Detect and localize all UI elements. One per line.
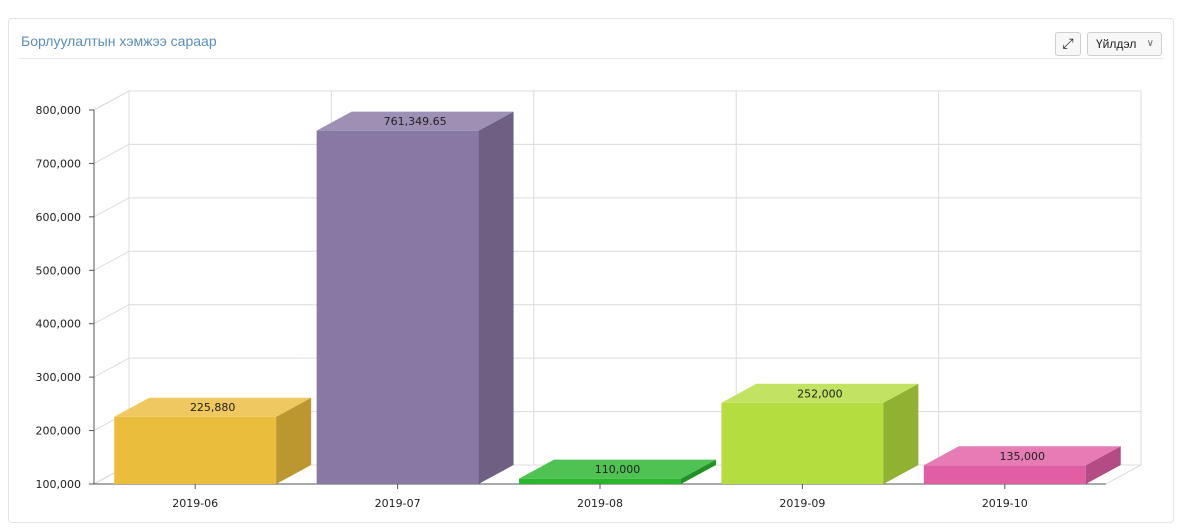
bar-side: [680, 459, 716, 484]
y-tick-label: 100,000: [36, 478, 82, 491]
x-tick-label: 2019-06: [172, 497, 218, 510]
bar-top: [316, 111, 514, 131]
expand-icon: ⤢: [1062, 36, 1074, 52]
bar-top: [721, 383, 919, 403]
bar-side: [883, 383, 919, 484]
gridline-depth: [93, 250, 130, 271]
y-tick-label: 200,000: [36, 425, 82, 438]
expand-button[interactable]: ⤢: [1055, 32, 1081, 56]
x-tick-label: 2019-08: [577, 497, 623, 510]
bar: [316, 111, 514, 484]
data-label: 110,000: [595, 463, 641, 476]
chevron-down-icon: ∨: [1146, 38, 1154, 49]
data-label: 135,000: [1000, 450, 1046, 463]
bar: [519, 459, 716, 484]
x-tick-label: 2019-09: [779, 497, 825, 510]
bar: [923, 446, 1121, 484]
y-tick-label: 700,000: [36, 157, 82, 170]
panel-divider: [19, 58, 1163, 59]
action-dropdown-label: Үйлдэл: [1096, 37, 1137, 51]
bar-front: [721, 402, 884, 484]
bar-side: [478, 111, 514, 484]
gridline-depth: [93, 304, 130, 325]
x-tick-label: 2019-10: [982, 497, 1028, 510]
bar-front: [316, 130, 479, 484]
bar-top: [923, 446, 1121, 466]
bar-top: [519, 459, 716, 479]
gridline-depth: [93, 197, 130, 218]
y-tick-label: 400,000: [36, 318, 82, 331]
bar-front: [519, 478, 681, 484]
x-tick-label: 2019-07: [375, 497, 421, 510]
gridline-depth: [93, 143, 130, 164]
bar-top: [114, 397, 312, 417]
data-label: 761,349.65: [384, 115, 447, 128]
bar-side: [1085, 446, 1121, 484]
labels: 100,000 200,000 300,000 400,000 500,000 600,0…: [36, 104, 1046, 510]
bar-front: [114, 416, 277, 484]
gridline-depth: [93, 90, 130, 111]
data-label: 225,880: [190, 401, 236, 414]
y-tick-label: 800,000: [36, 104, 82, 117]
bars: [114, 111, 1121, 484]
gridline-depth: [93, 357, 130, 378]
panel-title: Борлуулалтын хэмжээ сараар: [21, 33, 217, 49]
bar-side: [276, 397, 312, 484]
y-tick-label: 500,000: [36, 264, 82, 277]
y-tick-label: 300,000: [36, 371, 82, 384]
data-label: 252,000: [797, 387, 843, 400]
bar: [721, 383, 919, 484]
y-tick-label: 600,000: [36, 211, 82, 224]
bar: [114, 397, 312, 484]
bar-front: [923, 465, 1086, 484]
action-dropdown[interactable]: Үйлдэл ∨: [1087, 32, 1162, 56]
